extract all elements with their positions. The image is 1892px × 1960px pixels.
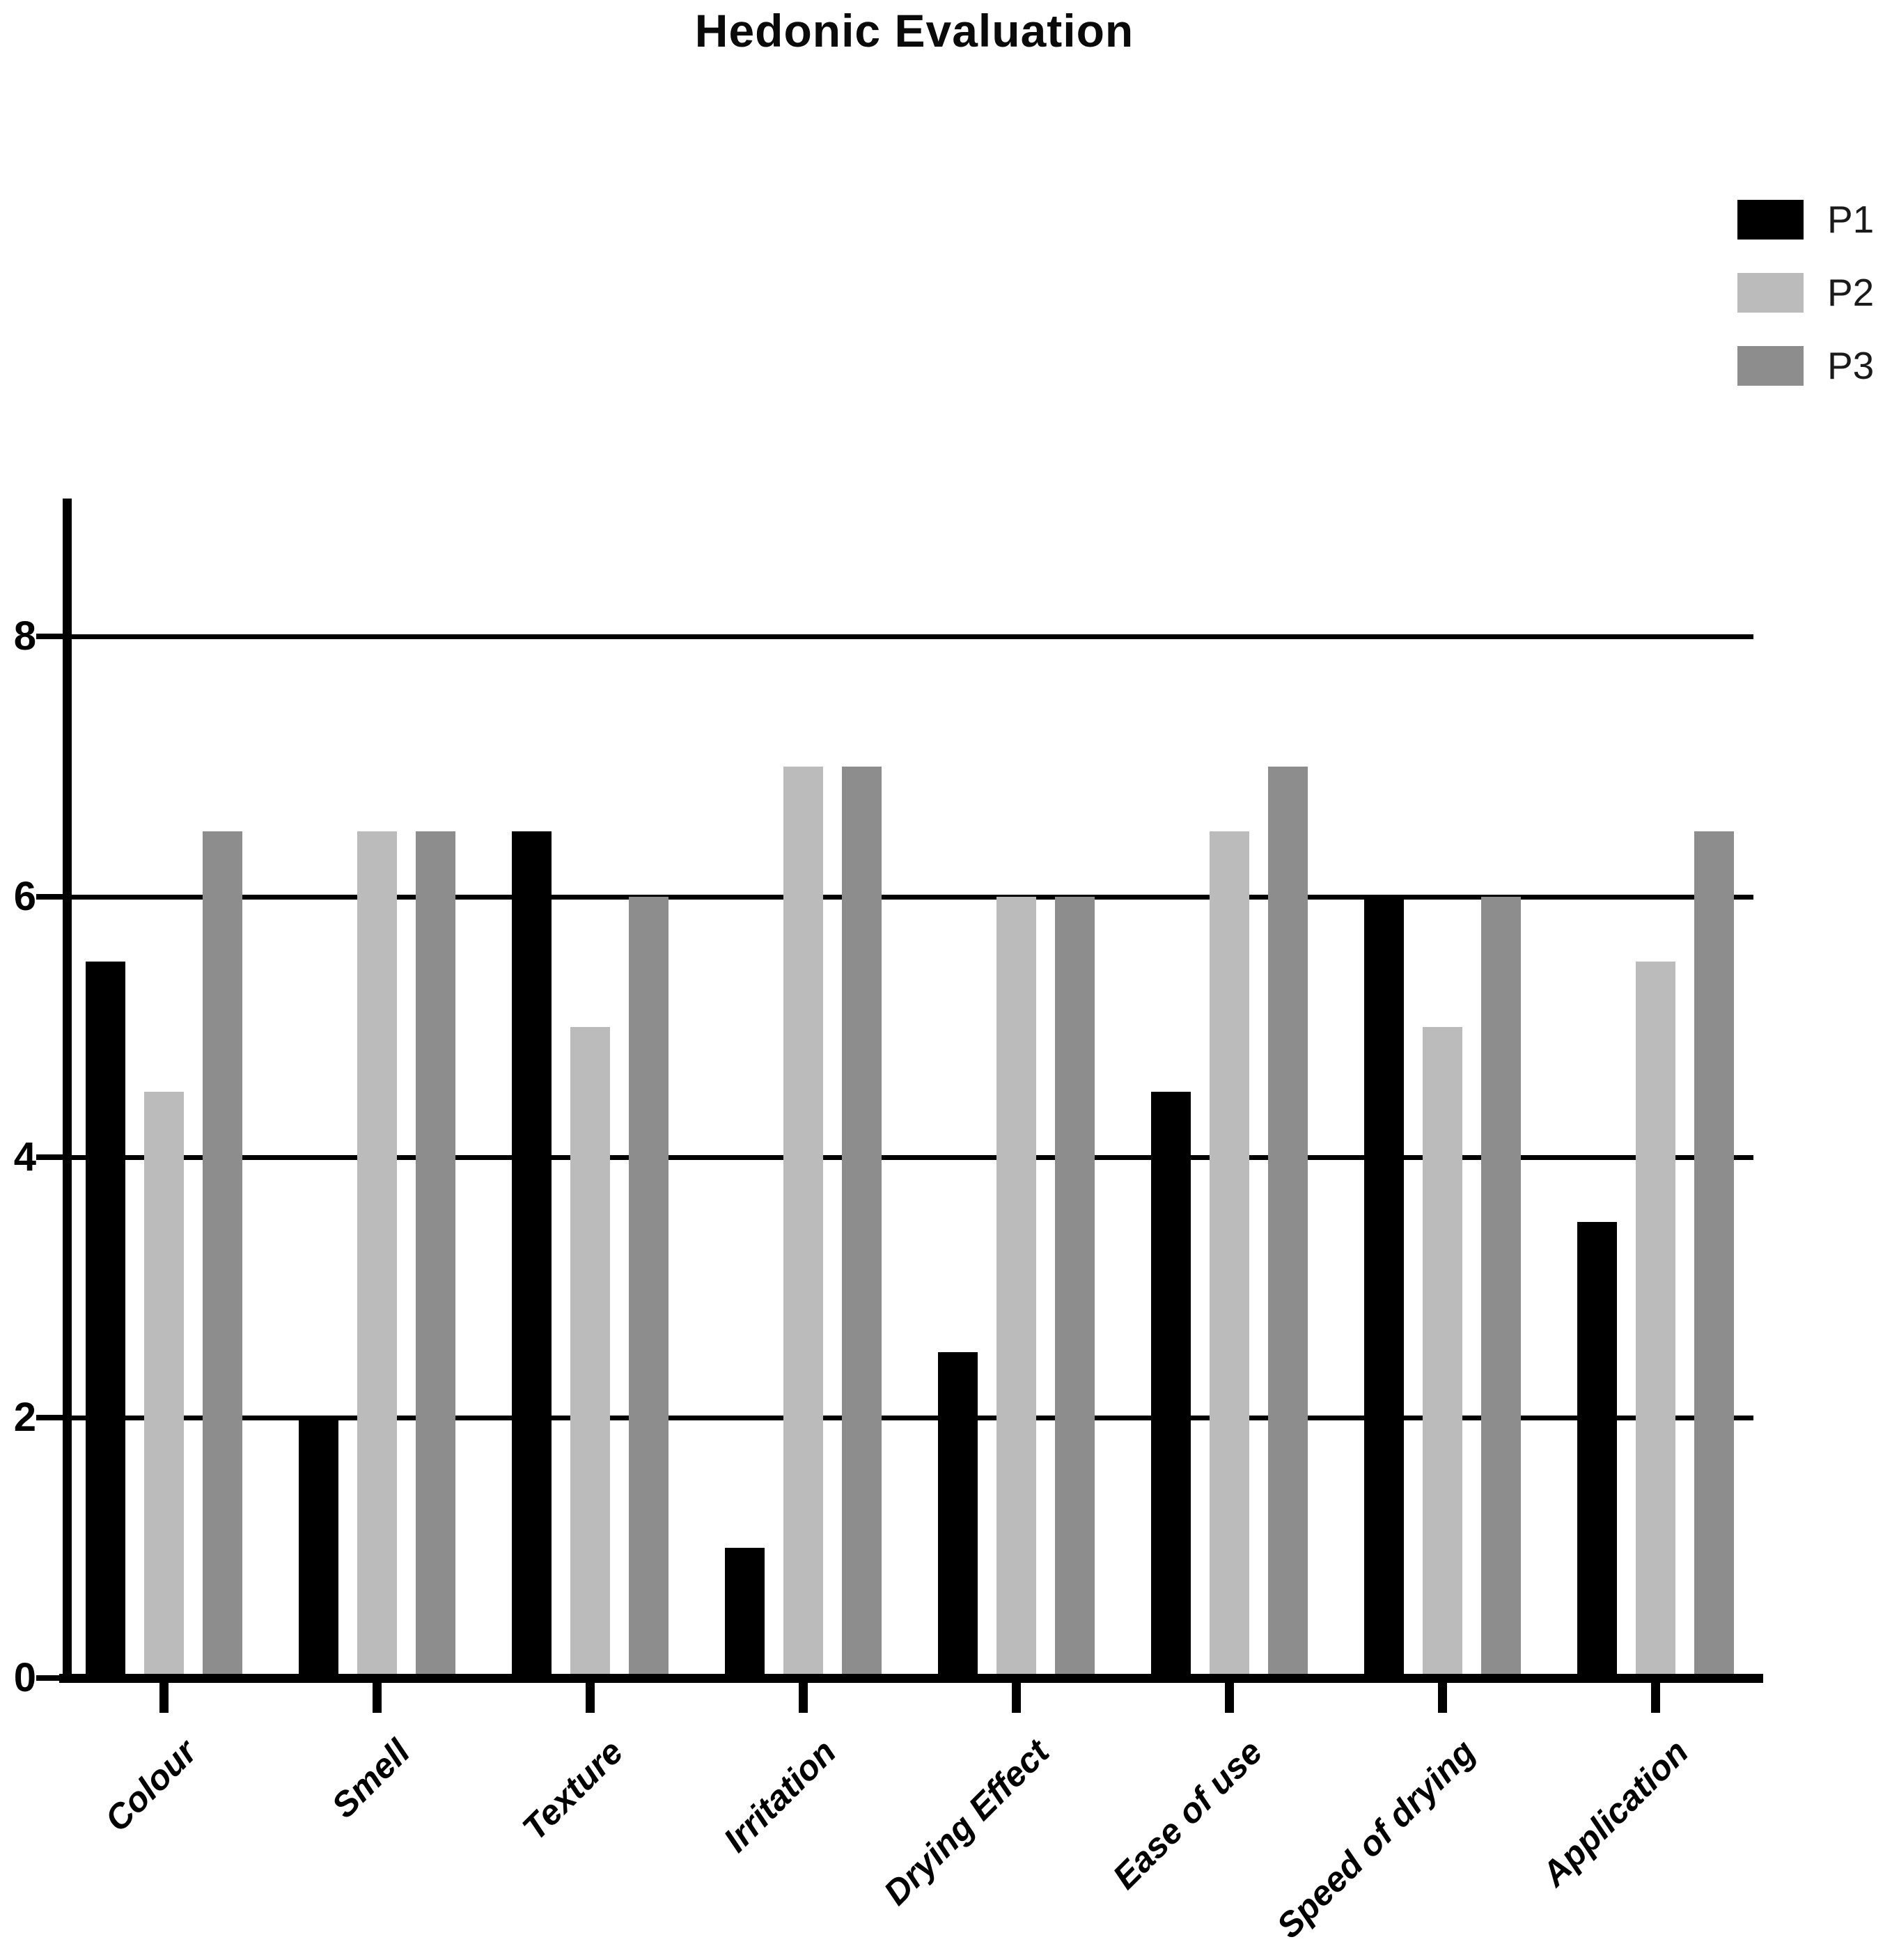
gridline-y2: [67, 1416, 1753, 1420]
bar-p1-application: [1577, 1222, 1617, 1678]
legend-label-p2: P2: [1827, 271, 1875, 314]
x-tick: [1651, 1681, 1660, 1713]
bar-p3-smell: [416, 831, 455, 1678]
bar-p1-texture: [512, 831, 552, 1678]
legend-swatch-p3: [1737, 346, 1804, 386]
legend-swatch-p2: [1737, 273, 1804, 313]
bar-p2-smell: [357, 831, 397, 1678]
bar-p3-irritation: [842, 767, 882, 1678]
legend-label-p3: P3: [1827, 344, 1875, 387]
y-tick: [36, 1415, 63, 1420]
gridline-y4: [67, 1155, 1753, 1160]
y-tick: [36, 1154, 63, 1160]
x-axis-line: [59, 1674, 1763, 1683]
bar-p3-application: [1694, 831, 1734, 1678]
x-tick: [159, 1681, 169, 1713]
y-tick-label: 2: [13, 1395, 36, 1440]
bar-p1-drying-effect: [938, 1352, 978, 1678]
gridline-y6: [67, 895, 1753, 900]
y-tick: [36, 1675, 63, 1681]
y-tick-label: 6: [13, 874, 36, 919]
x-tick: [1225, 1681, 1234, 1713]
bar-p2-application: [1636, 962, 1675, 1678]
bar-p2-irritation: [783, 767, 823, 1678]
legend-label-p1: P1: [1827, 198, 1875, 241]
bar-p3-ease-of-use: [1268, 767, 1308, 1678]
y-tick-label: 4: [13, 1134, 36, 1179]
x-tick: [586, 1681, 595, 1713]
bar-p1-ease-of-use: [1151, 1092, 1191, 1678]
y-tick: [36, 894, 63, 900]
bar-p2-ease-of-use: [1210, 831, 1249, 1678]
bar-p2-drying-effect: [996, 897, 1036, 1678]
legend-swatch-p1: [1737, 200, 1804, 240]
bar-p1-smell: [299, 1418, 338, 1678]
y-tick-label: 8: [13, 613, 36, 659]
x-tick: [1438, 1681, 1447, 1713]
x-tick: [799, 1681, 808, 1713]
bar-p3-colour: [203, 831, 242, 1678]
x-tick: [1012, 1681, 1021, 1713]
y-tick: [36, 634, 63, 639]
y-tick-label: 0: [13, 1655, 36, 1700]
gridline-y8: [67, 634, 1753, 639]
bar-p3-texture: [629, 897, 669, 1678]
bar-p3-drying-effect: [1055, 897, 1095, 1678]
bar-p1-colour: [86, 962, 125, 1678]
bar-p2-colour: [144, 1092, 184, 1678]
bar-p2-speed-of-drying: [1423, 1027, 1462, 1678]
chart-title: Hedonic Evaluation: [694, 5, 1134, 56]
bar-p1-speed-of-drying: [1364, 897, 1404, 1678]
bar-p2-texture: [570, 1027, 610, 1678]
x-tick: [373, 1681, 382, 1713]
bar-p1-irritation: [725, 1548, 765, 1678]
y-axis-line: [63, 499, 72, 1682]
bar-p3-speed-of-drying: [1481, 897, 1521, 1678]
